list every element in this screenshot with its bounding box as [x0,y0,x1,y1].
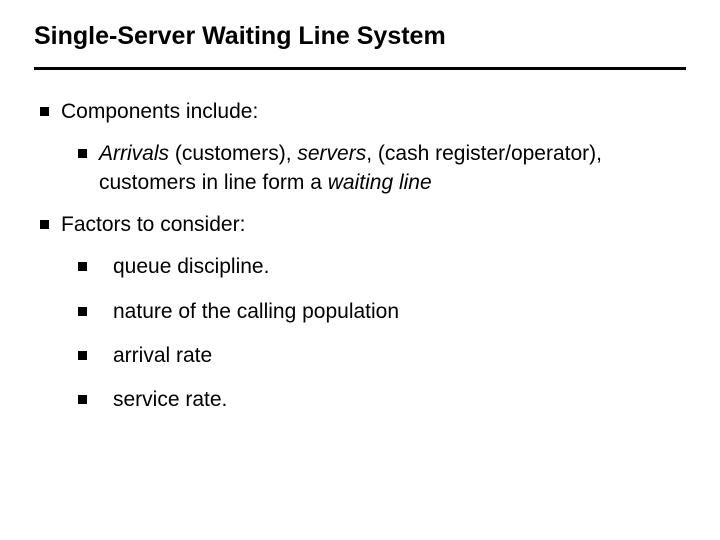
square-bullet-icon [78,307,87,316]
list-item-label: queue discipline. [113,253,686,281]
square-bullet-icon [78,149,87,158]
square-bullet-icon [78,351,87,360]
list-item: queue discipline. [78,253,686,281]
plain-text: (customers), [169,142,297,165]
list-item: Arrivals (customers), servers, (cash reg… [78,140,686,197]
italic-text: Arrivals [99,142,169,165]
square-bullet-icon [40,220,49,229]
list-item-label: Factors to consider: [61,211,686,239]
list-item-label: service rate. [113,386,686,414]
slide-title: Single-Server Waiting Line System [34,22,686,51]
list-item: Components include: [40,98,686,126]
list-item: arrival rate [78,342,686,370]
title-underline [34,67,686,70]
list-item: nature of the calling population [78,298,686,326]
italic-text: waiting line [328,171,432,194]
square-bullet-icon [78,395,87,404]
list-item-label: Arrivals (customers), servers, (cash reg… [99,140,686,197]
square-bullet-icon [40,107,49,116]
list-item-label: arrival rate [113,342,686,370]
slide: Single-Server Waiting Line System Compon… [0,0,720,540]
list-item-label: Components include: [61,98,686,126]
list-item: Factors to consider: [40,211,686,239]
list-item: service rate. [78,386,686,414]
italic-text: servers [297,142,366,165]
list-item-label: nature of the calling population [113,298,686,326]
square-bullet-icon [78,262,87,271]
